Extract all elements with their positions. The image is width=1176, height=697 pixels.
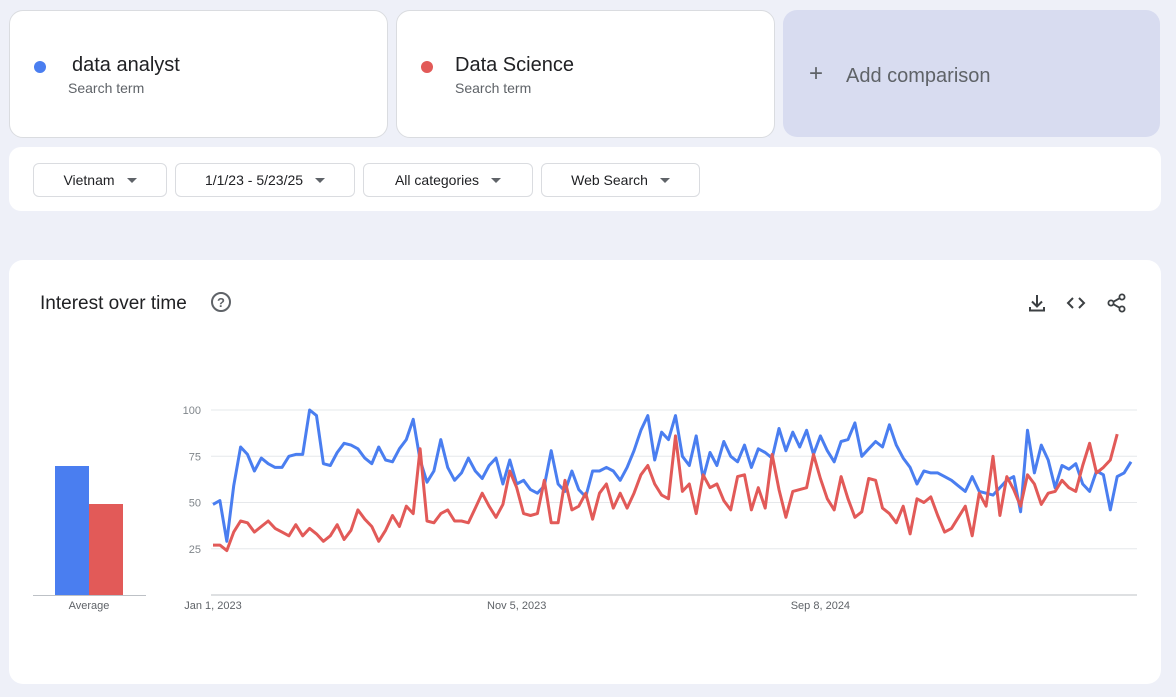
- date-range-dropdown[interactable]: 1/1/23 - 5/23/25: [175, 163, 355, 197]
- term-name[interactable]: data analyst: [72, 54, 180, 76]
- region-dropdown[interactable]: Vietnam: [33, 163, 167, 197]
- region-value: Vietnam: [63, 172, 115, 188]
- x-tick-label: Sep 8, 2024: [791, 600, 850, 612]
- filter-bar: Vietnam 1/1/23 - 5/23/25 All categories …: [9, 147, 1161, 211]
- download-icon[interactable]: [1026, 292, 1048, 314]
- caret-down-icon: [491, 177, 502, 183]
- term-name[interactable]: Data Science: [455, 54, 574, 76]
- term-card-data-analyst[interactable]: data analyst Search term: [9, 10, 388, 138]
- caret-down-icon: [659, 177, 670, 183]
- help-icon[interactable]: ?: [211, 292, 231, 312]
- category-value: All categories: [394, 172, 480, 188]
- plus-icon: +: [809, 60, 824, 87]
- search-type-dropdown[interactable]: Web Search: [541, 163, 700, 197]
- average-label: Average: [68, 600, 110, 612]
- x-tick-label: Jan 1, 2023: [184, 600, 242, 612]
- term-subtitle: Search term: [68, 80, 145, 96]
- x-tick-label: Nov 5, 2023: [487, 600, 546, 612]
- category-dropdown[interactable]: All categories: [363, 163, 533, 197]
- y-tick-label: 50: [189, 498, 201, 510]
- y-tick-label: 100: [183, 405, 201, 417]
- term-card-data-science[interactable]: Data Science Search term: [396, 10, 775, 138]
- series-line-data-analyst[interactable]: [212, 408, 1133, 543]
- series-color-dot: [34, 61, 46, 73]
- series-line-data-science[interactable]: [213, 433, 1119, 553]
- average-bar-data-science: [89, 504, 123, 595]
- y-tick-label: 25: [189, 544, 201, 556]
- date-range-value: 1/1/23 - 5/23/25: [204, 172, 304, 188]
- add-comparison-label: Add comparison: [846, 65, 991, 87]
- caret-down-icon: [126, 177, 137, 183]
- caret-down-icon: [315, 177, 326, 183]
- panel-title: Interest over time: [40, 293, 187, 314]
- add-comparison-button[interactable]: + Add comparison: [783, 10, 1160, 137]
- share-icon[interactable]: [1106, 292, 1128, 314]
- y-tick-label: 75: [189, 451, 201, 463]
- series-color-dot: [421, 61, 433, 73]
- average-axis: [33, 595, 146, 596]
- average-bar-data-analyst: [55, 465, 89, 595]
- interest-line-chart[interactable]: 25 50 75 100 Jan 1, 2023 Nov 5, 2023 Sep 8, 2…: [159, 400, 1139, 620]
- interest-over-time-panel: Interest over time ? Average 25 50 75 100 J…: [9, 260, 1161, 684]
- search-type-value: Web Search: [571, 172, 648, 188]
- term-subtitle: Search term: [455, 80, 532, 96]
- embed-code-icon[interactable]: [1065, 292, 1087, 314]
